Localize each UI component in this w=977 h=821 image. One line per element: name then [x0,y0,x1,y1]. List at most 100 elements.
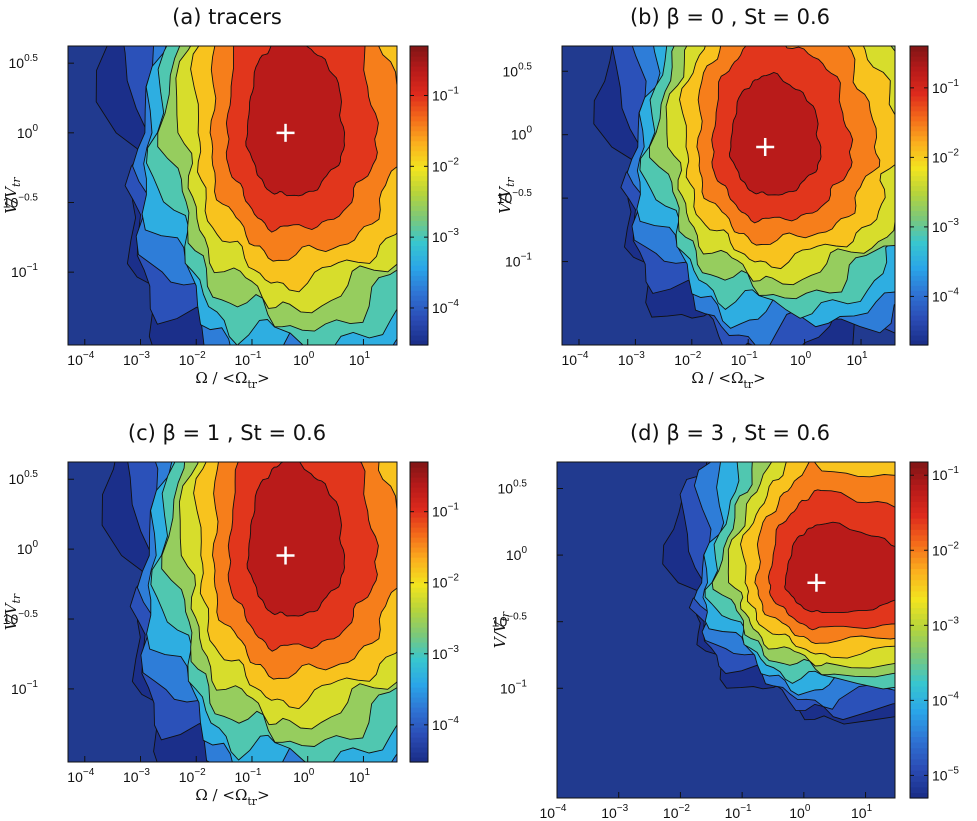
colorbar-segment [410,230,428,236]
colorbar-segment [410,607,428,613]
colorbar-segment [410,547,428,553]
colorbar-segment [910,75,928,82]
contour-level [245,46,346,197]
colorbar-segment [910,160,928,167]
colorbar-segment [910,225,928,231]
colorbar-segment [910,285,928,291]
colorbar-segment [910,200,928,207]
colorbar-segment [410,587,428,593]
panel-title: (d) β = 3 , St = 0.6 [630,421,830,445]
colorbar-segment [910,315,928,321]
colorbar-segment [910,702,928,709]
colorbar-segment [910,300,928,306]
colorbar-segment [910,295,928,301]
colorbar-segment [410,637,428,643]
panel-a: (a) tracers 10−4 10−3 10−2 10−1 100 101 100.5 10… [2,5,459,391]
colorbar-segment [410,340,428,346]
y-tick-label: 100.5 [9,53,39,71]
colorbar-segment [410,477,428,483]
colorbar-segment [410,215,428,222]
colorbar-segment [910,250,928,256]
x-tick-label: 10−3 [123,350,150,368]
colorbar-segment [410,612,428,618]
colorbar-segment [410,90,428,97]
contour-fill [101,462,397,762]
x-tick-label: 101 [851,803,873,821]
colorbar-segment [410,55,428,62]
y-tick-label: 10−1 [500,678,527,696]
colorbar-segment [910,230,928,236]
colorbar-segment [410,462,428,468]
colorbar-segment [410,95,428,102]
colorbar-segment [910,747,928,754]
panel-title: (c) β = 1 , St = 0.6 [128,421,326,445]
colorbar-segment [910,260,928,266]
colorbar-segment [910,130,928,137]
colorbar-tick-label: 10−1 [432,502,459,520]
colorbar: 10−1 10−2 10−3 10−4 [909,45,959,346]
colorbar-segment [910,501,928,508]
colorbar-segment [410,552,428,558]
panel-b: (b) β = 0 , St = 0.6 10−4 10−3 10−2 10−1 100 1… [496,5,959,391]
colorbar-frame [409,461,429,763]
x-tick-label: 10−1 [234,350,261,368]
x-tick-label: 101 [349,767,371,785]
colorbar-segment [410,270,428,276]
colorbar-segment [910,55,928,62]
x-tick-label: 100 [790,350,812,368]
colorbar-segment [910,270,928,276]
colorbar-segment [410,305,428,311]
colorbar-segment [910,240,928,246]
colorbar-segment [910,568,928,575]
colorbar-segment [910,320,928,326]
contour-fill [593,46,895,345]
colorbar-segment [910,686,928,693]
x-tick-label: 10−4 [540,803,567,821]
panel-d: (d) β = 3 , St = 0.6 10−4 10−3 10−2 10−1 100 1… [491,421,959,821]
colorbar-segment [410,335,428,341]
colorbar-segment [410,642,428,648]
colorbar-tick-label: 10−2 [932,540,959,558]
colorbar-segment [910,495,928,502]
colorbar: 10−1 10−2 10−3 10−4 10−5 [909,461,959,799]
colorbar-segment [410,255,428,261]
colorbar-segment [910,585,928,592]
colorbar-segment [410,657,428,663]
colorbar-segment [410,672,428,678]
colorbar-segment [910,518,928,525]
colorbar-segment [410,110,428,117]
y-tick-label: 100 [511,125,533,143]
colorbar-segment [410,497,428,503]
colorbar-tick-label: 10−4 [432,298,459,316]
colorbar-segment [910,80,928,87]
y-axis-label: V/Vtr [2,177,23,214]
colorbar-segment [410,487,428,493]
colorbar-segment [410,687,428,693]
colorbar-segment [410,562,428,568]
x-tick-label: 10−3 [601,803,628,821]
colorbar-segment [410,315,428,321]
x-tick-label: 10−4 [67,350,94,368]
colorbar: 10−1 10−2 10−3 10−4 [409,45,459,346]
colorbar-segment [410,190,428,197]
x-tick-label: 10−2 [179,350,206,368]
colorbar-segment [910,529,928,536]
colorbar-segment [410,100,428,107]
colorbar-segment [910,758,928,765]
colorbar-segment [910,781,928,788]
panel-title: (a) tracers [172,5,282,29]
colorbar-segment [910,330,928,336]
x-axis-label: Ω / <Ωtr> [195,369,269,391]
colorbar-segment [410,75,428,82]
y-tick-label: 100 [17,539,39,557]
colorbar-segment [410,195,428,202]
x-tick-label: 100 [293,350,315,368]
colorbar-segment [410,737,428,743]
colorbar-tick-label: 10−4 [932,286,959,304]
colorbar-segment [910,255,928,261]
colorbar-segment [910,46,928,52]
y-tick-label: 100 [17,123,39,141]
colorbar-segment [410,482,428,488]
colorbar-segment [910,60,928,67]
